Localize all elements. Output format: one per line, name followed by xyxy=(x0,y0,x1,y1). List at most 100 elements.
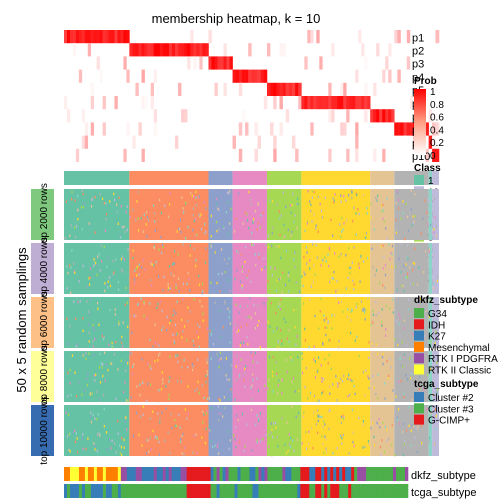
tcga-annotation-cell xyxy=(360,484,364,498)
membership-cell xyxy=(355,135,359,149)
heatmap-speckle xyxy=(321,380,323,383)
heatmap-speckle xyxy=(322,426,324,429)
heatmap-speckle xyxy=(412,261,414,265)
heatmap-speckle xyxy=(429,223,432,227)
membership-cell xyxy=(248,69,252,83)
heatmap-speckle xyxy=(179,227,181,231)
heatmap-speckle xyxy=(140,330,142,333)
heatmap-speckle xyxy=(251,449,253,452)
heatmap-speckle xyxy=(254,209,257,213)
heatmap-speckle xyxy=(212,260,214,264)
heatmap-speckle xyxy=(273,422,275,425)
heatmap-speckle xyxy=(320,364,322,367)
heatmap-speckle xyxy=(255,263,257,267)
membership-cell xyxy=(379,109,383,123)
heatmap-speckle xyxy=(338,382,340,385)
heatmap-speckle xyxy=(210,332,212,336)
heatmap-speckle xyxy=(410,444,412,447)
heatmap-speckle xyxy=(143,213,145,217)
heatmap-speckle xyxy=(95,373,97,376)
heatmap-speckle xyxy=(249,198,252,202)
heatmap-speckle xyxy=(168,397,170,401)
heatmap-speckle xyxy=(250,280,252,283)
dkfz-annotation-cell xyxy=(261,467,265,481)
heatmap-speckle xyxy=(223,320,225,324)
heatmap-speckle xyxy=(428,440,431,444)
heatmap-speckle xyxy=(67,271,69,275)
heatmap-speckle xyxy=(101,334,103,338)
heatmap-speckle xyxy=(332,277,335,280)
heatmap-speckle xyxy=(93,329,95,332)
dkfz-annotation-cell xyxy=(267,467,271,481)
heatmap-speckle xyxy=(133,314,135,317)
heatmap-speckle xyxy=(241,270,243,273)
heatmap-speckle xyxy=(167,431,169,434)
heatmap-speckle xyxy=(426,211,428,215)
heatmap-speckle xyxy=(85,351,87,355)
heatmap-speckle xyxy=(181,336,183,339)
heatmap-speckle xyxy=(235,378,237,382)
membership-cell xyxy=(84,122,89,136)
tcga-annotation-cell xyxy=(162,484,167,498)
heatmap-speckle xyxy=(126,205,128,208)
dkfz-annotation-cell xyxy=(204,467,208,481)
heatmap-speckle xyxy=(288,443,290,446)
heatmap-speckle xyxy=(240,341,242,345)
heatmap-speckle xyxy=(139,393,141,397)
heatmap-speckle xyxy=(340,194,342,197)
membership-cell xyxy=(432,135,436,149)
heatmap-speckle xyxy=(201,291,203,295)
heatmap-speckle xyxy=(271,244,273,248)
heatmap-speckle xyxy=(325,438,327,441)
heatmap-speckle xyxy=(370,426,372,430)
heatmap-speckle xyxy=(199,364,201,367)
heatmap-speckle xyxy=(367,297,369,300)
heatmap-speckle xyxy=(65,411,67,414)
heatmap-speckle xyxy=(342,414,344,417)
heatmap-speckle xyxy=(234,398,236,401)
heatmap-speckle xyxy=(210,235,212,238)
heatmap-speckle xyxy=(294,265,296,269)
tcga-annotation-cell xyxy=(315,484,319,498)
heatmap-speckle xyxy=(235,426,237,429)
membership-cell xyxy=(135,43,139,57)
tcga-annotation-cell xyxy=(234,484,238,498)
heatmap-speckle xyxy=(82,354,84,357)
heatmap-speckle xyxy=(141,266,143,269)
heatmap-speckle xyxy=(347,395,349,398)
dkfz-annotation-cell xyxy=(309,467,313,481)
heatmap-speckle xyxy=(329,385,331,388)
heatmap-speckle xyxy=(382,217,384,221)
heatmap-speckle xyxy=(345,287,347,290)
heatmap-speckle xyxy=(256,361,258,364)
heatmap-speckle xyxy=(379,391,381,395)
heatmap-speckle xyxy=(198,391,200,395)
heatmap-speckle xyxy=(71,354,74,357)
heatmap-speckle xyxy=(399,316,401,320)
subtype-legend-swatch xyxy=(414,414,424,425)
heatmap-speckle xyxy=(87,310,90,313)
heatmap-speckle xyxy=(340,377,342,381)
membership-cell xyxy=(81,109,86,123)
heatmap-speckle xyxy=(412,282,414,286)
dkfz-annotation-cell xyxy=(234,467,238,481)
heatmap-speckle xyxy=(322,258,324,262)
heatmap-speckle xyxy=(372,422,374,425)
heatmap-speckle xyxy=(313,263,315,267)
heatmap-speckle xyxy=(157,412,159,415)
heatmap-speckle xyxy=(381,320,383,323)
tcga-annotation-cell xyxy=(366,484,370,498)
heatmap-speckle xyxy=(127,248,129,251)
tcga-annotation-cell xyxy=(312,484,316,498)
membership-cell xyxy=(295,148,299,162)
heatmap-speckle xyxy=(267,320,269,324)
heatmap-speckle xyxy=(158,399,160,403)
heatmap-speckle xyxy=(367,440,370,443)
tcga-annotation-cell xyxy=(309,484,313,498)
heatmap-speckle xyxy=(69,264,71,267)
heatmap-speckle xyxy=(228,310,231,314)
heatmap-speckle xyxy=(386,197,388,200)
heatmap-speckle xyxy=(362,446,364,449)
dkfz-annotation-cell xyxy=(156,467,161,481)
